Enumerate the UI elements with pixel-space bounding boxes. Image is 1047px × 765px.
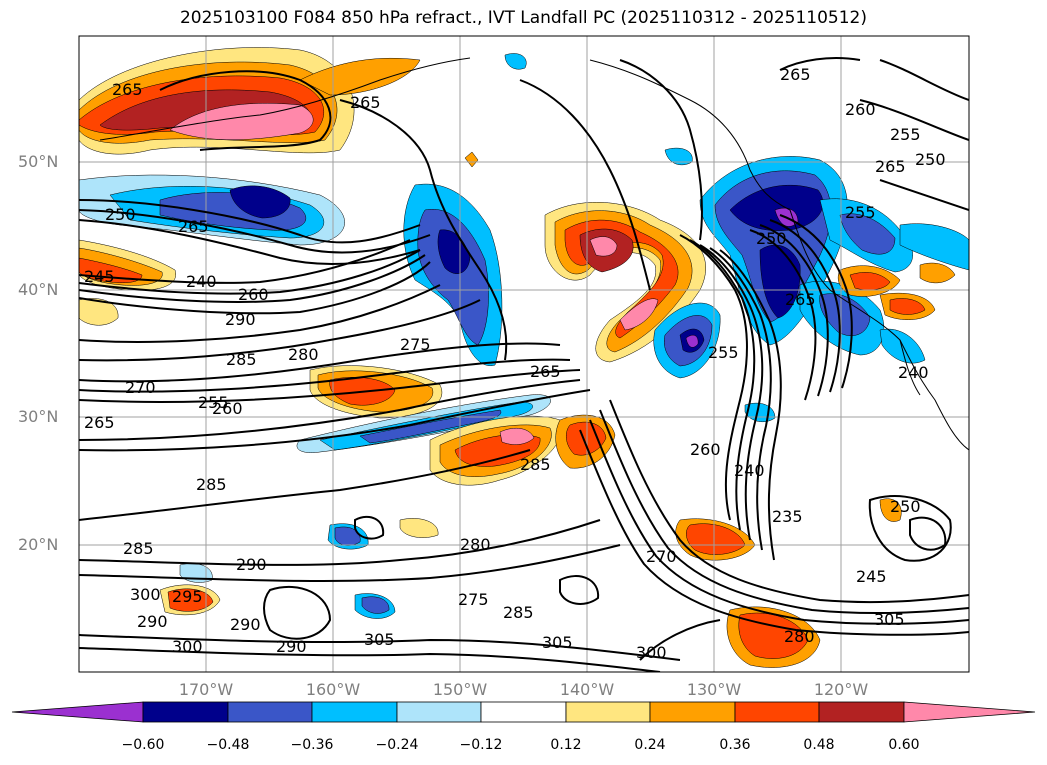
contour-label: 290 bbox=[225, 310, 256, 329]
colorbar-tick-label: 0.12 bbox=[550, 737, 582, 753]
colorbar-bin bbox=[142, 701, 229, 723]
lon-label: 160°W bbox=[305, 680, 361, 699]
contour-label: 290 bbox=[236, 555, 267, 574]
lon-label: 130°W bbox=[686, 680, 742, 699]
contour-label: 305 bbox=[874, 610, 905, 629]
contour-label: 265 bbox=[875, 157, 906, 176]
contour-label: 275 bbox=[400, 335, 431, 354]
contour-label: 240 bbox=[186, 272, 217, 291]
contour-label: 270 bbox=[646, 547, 677, 566]
colorbar-tick-label: −0.60 bbox=[121, 737, 165, 753]
lon-label: 170°W bbox=[178, 680, 234, 699]
contour-label: 285 bbox=[520, 455, 551, 474]
contour-label: 265 bbox=[350, 93, 381, 112]
contour-label: 265 bbox=[178, 217, 209, 236]
contour-label: 265 bbox=[785, 290, 816, 309]
colorbar bbox=[11, 701, 1036, 723]
contour-label: 265 bbox=[530, 362, 561, 381]
map-frame bbox=[78, 35, 970, 673]
contour-label: 300 bbox=[172, 637, 203, 656]
contour-label: 250 bbox=[915, 150, 946, 169]
colorbar-bin bbox=[480, 701, 567, 723]
contour-label: 265 bbox=[84, 413, 115, 432]
lat-label: 20°N bbox=[18, 535, 59, 554]
colorbar-tick-label: −0.36 bbox=[290, 737, 334, 753]
contour-label: 290 bbox=[230, 615, 261, 634]
contour-label: 255 bbox=[198, 393, 229, 412]
contour-label: 280 bbox=[784, 627, 815, 646]
contour-label: 260 bbox=[212, 399, 243, 418]
lon-label: 140°W bbox=[559, 680, 615, 699]
contour-label: 285 bbox=[123, 539, 154, 558]
contour-label: 305 bbox=[364, 630, 395, 649]
contour-label: 260 bbox=[238, 285, 269, 304]
colorbar-bin bbox=[227, 701, 313, 723]
contour-label: 285 bbox=[196, 475, 227, 494]
contour-label: 235 bbox=[772, 507, 803, 526]
colorbar-bin bbox=[565, 701, 651, 723]
lat-label: 40°N bbox=[18, 280, 59, 299]
colorbar-tick-label: −0.12 bbox=[459, 737, 503, 753]
contour-label: 240 bbox=[898, 363, 929, 382]
map-area: 265 265 265 260 255 250 265 250 265 245 … bbox=[79, 36, 969, 672]
contour-label: 245 bbox=[84, 267, 115, 286]
colorbar-tick-label: 0.36 bbox=[719, 737, 751, 753]
colorbar-min-extension bbox=[11, 701, 144, 723]
contour-label: 270 bbox=[125, 378, 156, 397]
colorbar-tick-label: 0.60 bbox=[888, 737, 920, 753]
colorbar-tick-label: −0.48 bbox=[206, 737, 250, 753]
contour-label: 305 bbox=[542, 633, 573, 652]
contour-label: 260 bbox=[845, 100, 876, 119]
contour-label: 260 bbox=[690, 440, 721, 459]
contour-label: 300 bbox=[130, 585, 161, 604]
contour-lines bbox=[79, 57, 969, 672]
contour-label: 285 bbox=[503, 603, 534, 622]
lat-label: 30°N bbox=[18, 407, 59, 426]
contour-label: 265 bbox=[780, 65, 811, 84]
colorbar-bin bbox=[649, 701, 736, 723]
contour-label: 255 bbox=[708, 343, 739, 362]
contour-label: 280 bbox=[460, 535, 491, 554]
colorbar-tick-label: 0.24 bbox=[634, 737, 666, 753]
contour-label: 290 bbox=[137, 612, 168, 631]
graticule bbox=[79, 36, 969, 672]
contour-label: 265 bbox=[112, 80, 143, 99]
lon-label: 150°W bbox=[432, 680, 488, 699]
colorbar-tick-label: 0.48 bbox=[803, 737, 835, 753]
contour-labels: 265 265 265 260 255 250 265 250 265 245 … bbox=[84, 65, 946, 662]
contour-label: 295 bbox=[172, 587, 203, 606]
contour-label: 255 bbox=[890, 125, 921, 144]
contour-label: 250 bbox=[756, 229, 787, 248]
plot-title: 2025103100 F084 850 hPa refract., IVT La… bbox=[179, 8, 867, 28]
lon-label: 120°W bbox=[813, 680, 869, 699]
colorbar-max-extension bbox=[903, 701, 1036, 723]
contour-label: 250 bbox=[890, 497, 921, 516]
contour-label: 290 bbox=[276, 637, 307, 656]
contour-label: 275 bbox=[458, 590, 489, 609]
contour-label: 255 bbox=[845, 203, 876, 222]
colorbar-bin bbox=[396, 701, 482, 723]
contour-label: 250 bbox=[105, 205, 136, 224]
lat-label: 50°N bbox=[18, 152, 59, 171]
contour-label: 280 bbox=[288, 345, 319, 364]
contour-label: 285 bbox=[226, 350, 257, 369]
colorbar-tick-label: −0.24 bbox=[375, 737, 419, 753]
contour-label: 300 bbox=[636, 643, 667, 662]
coastlines bbox=[99, 57, 969, 451]
colorbar-bin bbox=[818, 701, 905, 723]
contour-label: 240 bbox=[734, 461, 765, 480]
shaded-anomalies bbox=[79, 47, 969, 668]
colorbar-bin bbox=[311, 701, 398, 723]
contour-label: 245 bbox=[856, 567, 887, 586]
colorbar-bin bbox=[734, 701, 820, 723]
